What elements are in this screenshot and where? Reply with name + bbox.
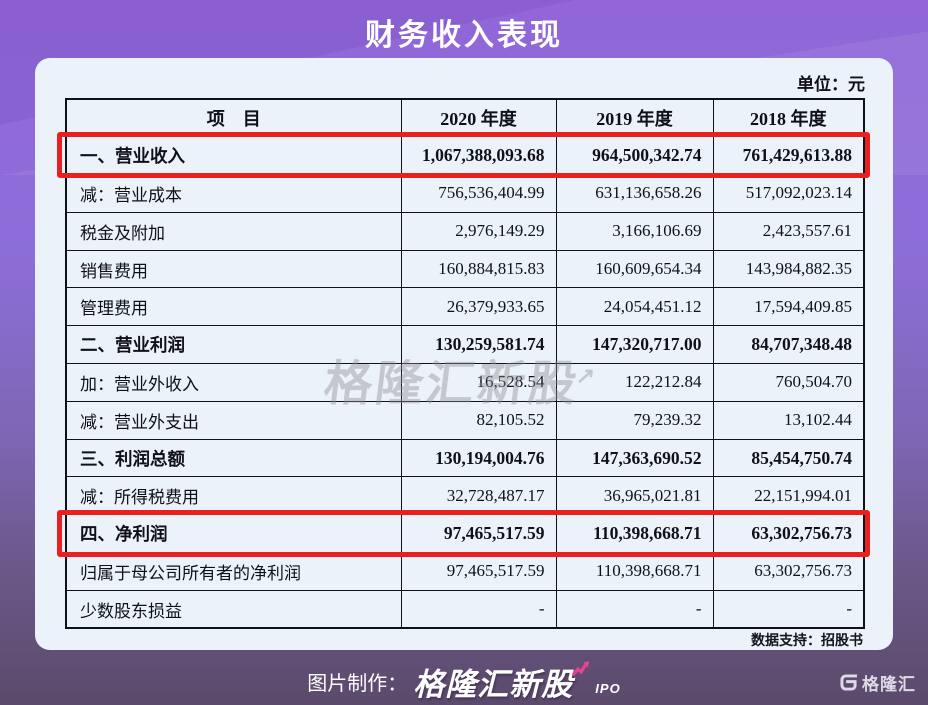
row-label: 归属于母公司所有者的净利润 [65,552,402,591]
column-header-2020: 2020 年度 [400,98,557,138]
footer-brand: 格隆汇新股 [413,666,574,702]
row-value: 761,429,613.88 [712,136,865,176]
row-label: 加：营业外收入 [65,363,402,402]
table-row: 少数股东损益 - - - [65,589,865,629]
made-by-label: 图片制作： [307,672,408,695]
row-value: 26,379,933.65 [400,287,557,327]
row-value: 17,594,409.85 [712,287,865,327]
footer-logo-text: 格隆汇 [862,675,916,694]
row-value: 32,728,487.17 [400,476,557,516]
row-value: 147,320,717.00 [555,325,714,365]
row-value: 84,707,348.48 [712,325,865,365]
table-row: 一、营业收入 1,067,388,093.68 964,500,342.74 761,… [65,136,865,176]
glh-logo-icon [838,672,859,693]
row-value: - [712,589,865,629]
row-value: 97,465,517.59 [400,552,557,591]
row-value: 756,536,404.99 [400,174,557,213]
row-value: 24,054,451.12 [555,287,714,327]
row-value: 97,465,517.59 [400,514,557,554]
row-value: 1,067,388,093.68 [400,136,557,176]
row-value: 130,194,004.76 [400,438,557,478]
row-value: 110,398,668.71 [555,514,714,554]
table-row: 减：所得税费用 32,728,487.17 36,965,021.81 22,151,… [65,476,865,516]
row-label: 减：所得税费用 [65,476,402,516]
row-value: 85,454,750.74 [712,438,865,478]
row-label: 四、净利润 [65,514,402,554]
table-row: 加：营业外收入 16,528.54 122,212.84 760,504.70 [65,363,865,402]
row-value: 122,212.84 [555,363,714,402]
trend-arrow-icon [571,659,591,684]
row-value: 631,136,658.26 [555,174,714,213]
table-row: 管理费用 26,379,933.65 24,054,451.12 17,594,409… [65,287,865,327]
row-value: 82,105.52 [400,400,557,440]
row-label: 减：营业外支出 [65,400,402,440]
row-value: - [400,589,557,629]
row-value: 36,965,021.81 [555,476,714,516]
row-value: - [555,589,714,629]
table-row: 税金及附加 2,976,149.29 3,166,106.69 2,423,557.6… [65,211,865,251]
row-value: 79,239.32 [555,400,714,440]
row-value: 760,504.70 [712,363,865,402]
table-row: 减：营业外支出 82,105.52 79,239.32 13,102.44 [65,400,865,440]
row-label: 税金及附加 [65,211,402,251]
table-row: 销售费用 160,884,815.83 160,609,654.34 143,984,… [65,249,865,289]
page-title: 财务收入表现 [365,19,563,52]
row-label: 三、利润总额 [65,438,402,478]
content-card: 单位：元 项 目 2020 年度 2019 年度 2018 年度 一、营业收入 1… [35,58,893,650]
row-value: 160,609,654.34 [555,249,714,289]
table-row: 减：营业成本 756,536,404.99 631,136,658.26 517,09… [65,174,865,213]
row-value: 63,302,756.73 [712,514,865,554]
footer-logo: 格隆汇 [838,670,916,695]
table-body: 一、营业收入 1,067,388,093.68 964,500,342.74 761,… [65,136,865,629]
row-label: 一、营业收入 [65,136,402,176]
row-value: 517,092,023.14 [712,174,865,213]
footer-brand-sub: IPO [595,681,621,696]
table-header-row: 项 目 2020 年度 2019 年度 2018 年度 [65,98,865,138]
data-support-note: 数据支持：招股书 [751,632,863,648]
row-label: 销售费用 [65,249,402,289]
row-value: 13,102.44 [712,400,865,440]
row-value: 964,500,342.74 [555,136,714,176]
table-row: 归属于母公司所有者的净利润 97,465,517.59 110,398,668.71… [65,552,865,591]
table-row: 四、净利润 97,465,517.59 110,398,668.71 63,302,7… [65,514,865,554]
row-value: 143,984,882.35 [712,249,865,289]
row-label: 二、营业利润 [65,325,402,365]
row-value: 130,259,581.74 [400,325,557,365]
column-header-item: 项 目 [65,98,402,138]
table-row: 三、利润总额 130,194,004.76 147,363,690.52 85,454… [65,438,865,478]
footer: 图片制作： 格隆汇新股 IPO [0,660,928,702]
row-value: 2,423,557.61 [712,211,865,251]
row-label: 少数股东损益 [65,589,402,629]
column-header-2019: 2019 年度 [555,98,714,138]
table-row: 二、营业利润 130,259,581.74 147,320,717.00 84,707… [65,325,865,365]
row-label: 管理费用 [65,287,402,327]
row-label: 减：营业成本 [65,174,402,213]
row-value: 160,884,815.83 [400,249,557,289]
row-value: 3,166,106.69 [555,211,714,251]
financial-table: 项 目 2020 年度 2019 年度 2018 年度 一、营业收入 1,067,… [65,98,865,630]
row-value: 2,976,149.29 [400,211,557,251]
row-value: 22,151,994.01 [712,476,865,516]
column-header-2018: 2018 年度 [712,98,865,138]
row-value: 110,398,668.71 [555,552,714,591]
row-value: 63,302,756.73 [712,552,865,591]
unit-label: 单位：元 [797,75,865,94]
row-value: 16,528.54 [400,363,557,402]
row-value: 147,363,690.52 [555,438,714,478]
